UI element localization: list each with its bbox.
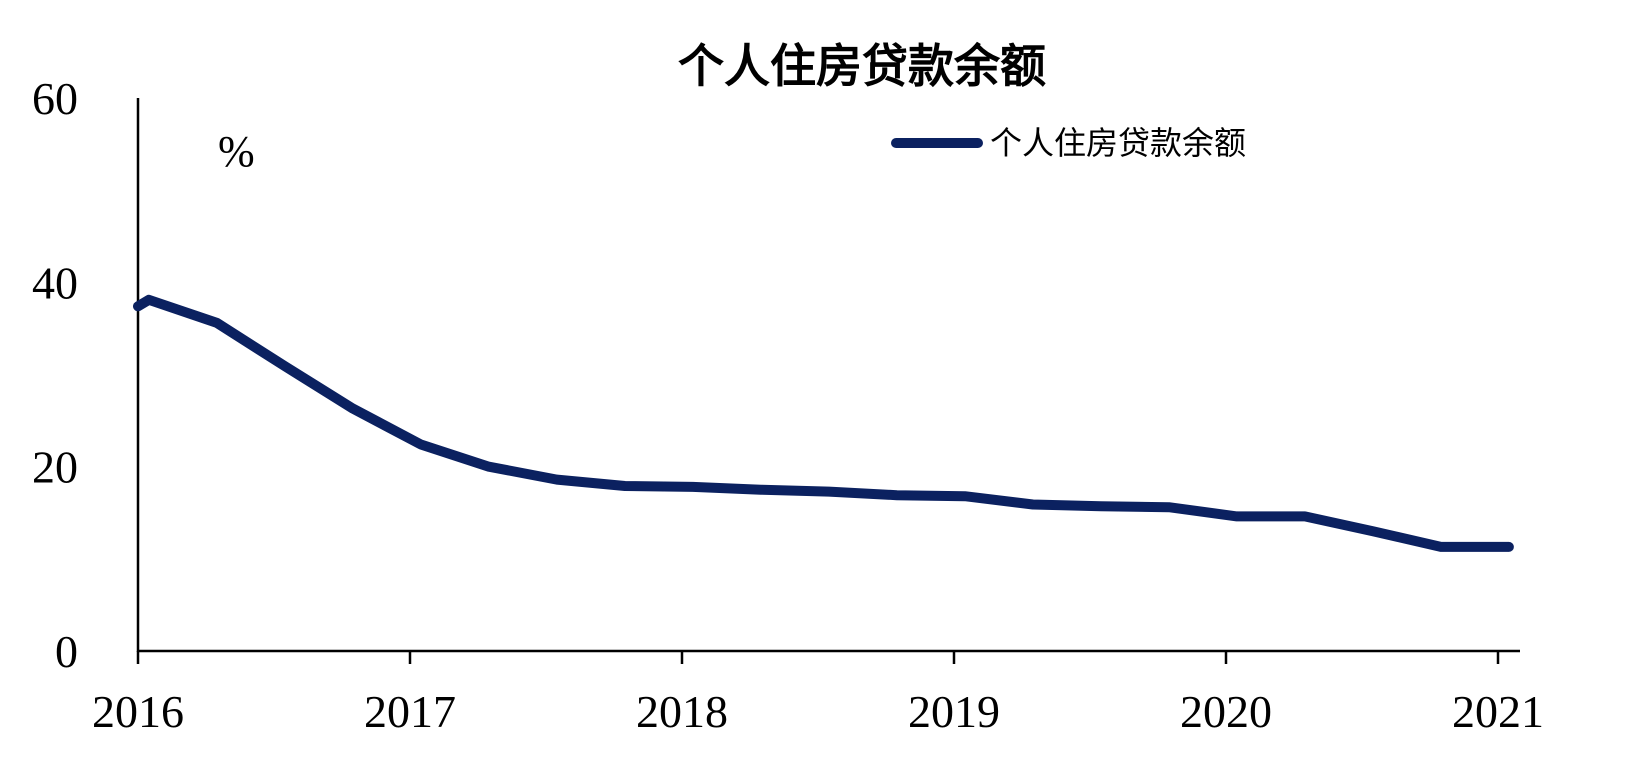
series-layer	[133, 294, 1514, 552]
x-tick-label: 2018	[636, 686, 728, 737]
legend: 个人住房贷款余额	[891, 124, 1246, 162]
x-tick-label: 2017	[364, 686, 456, 737]
x-tick-label: 2016	[92, 686, 184, 737]
y-ticks: 0 20 40 60	[32, 73, 78, 677]
x-tick-label: 2020	[1180, 686, 1272, 737]
y-tick-label: 60	[32, 73, 78, 124]
chart-title: 个人住房贷款余额	[678, 39, 1046, 93]
axes	[136, 98, 1520, 653]
y-tick-label: 40	[32, 257, 78, 308]
x-ticks: 2016 2017 2018 2019 2020 2021	[92, 651, 1544, 737]
x-tick-label: 2021	[1452, 686, 1544, 737]
legend-label: 个人住房贷款余额	[990, 124, 1246, 162]
series-line	[133, 294, 1514, 552]
y-tick-label: 0	[55, 626, 78, 677]
y-tick-label: 20	[32, 442, 78, 493]
y-axis-unit-label: %	[218, 127, 255, 176]
x-tick-label: 2019	[908, 686, 1000, 737]
